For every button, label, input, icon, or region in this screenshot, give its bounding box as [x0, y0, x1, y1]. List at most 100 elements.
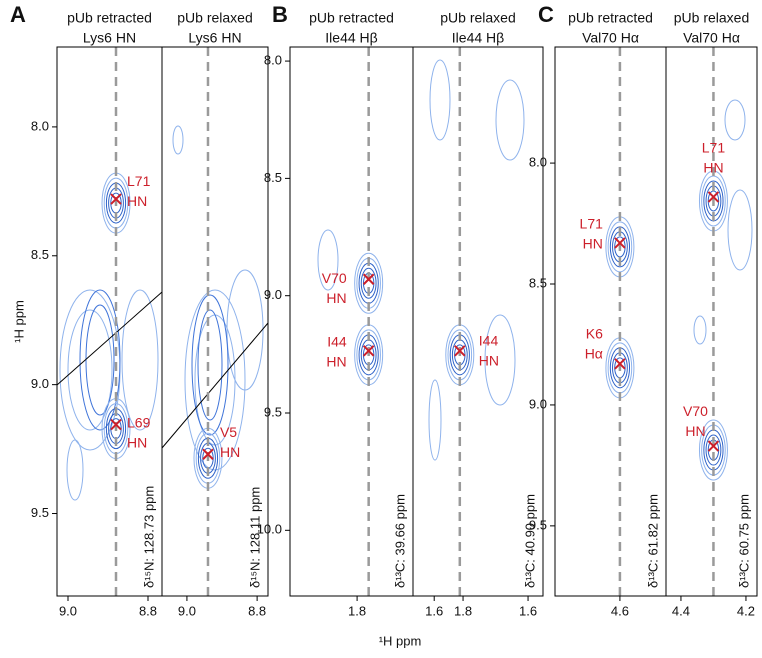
peak-cross: [614, 358, 626, 370]
x-tick-label: 1.8: [454, 603, 472, 618]
strip-annotation: δ¹⁵N: 128.73 ppm: [141, 486, 156, 588]
strip-title: pUb relaxed: [674, 10, 750, 26]
diagonal: [56, 291, 163, 386]
strip-title: Val70 Hα: [582, 30, 639, 46]
y-tick-label: 9.0: [529, 396, 547, 411]
contour: [358, 262, 379, 304]
x-tick-label: 4.6: [611, 603, 629, 618]
strip-title: pUb retracted: [309, 10, 394, 26]
y-tick-label: 8.0: [529, 155, 547, 170]
y-tick-label: 8.0: [31, 118, 49, 133]
peak-cross: [110, 418, 122, 431]
strip-title: Lys6 HN: [83, 30, 136, 46]
peak-label: L71: [580, 216, 604, 232]
peak-cross: [707, 440, 720, 452]
y-tick-label: 9.0: [31, 376, 49, 391]
contour: [703, 429, 724, 471]
peak-cross: [362, 345, 375, 357]
strip-title: Ile44 Hβ: [452, 30, 504, 46]
peak-label: I44: [479, 333, 499, 349]
strip-title: pUb relaxed: [177, 10, 253, 26]
strip-title: Lys6 HN: [188, 30, 241, 46]
cross-stroke: [614, 358, 626, 370]
x-tick-label: 9.0: [59, 603, 77, 618]
cross-stroke: [454, 345, 466, 357]
peak-cross: [707, 191, 720, 203]
x-tick-label: 1.6: [425, 603, 443, 618]
decorative-contours-dark: [79, 289, 229, 436]
y-tick-label: 9.5: [529, 517, 547, 532]
x-tick-label: 9.0: [178, 603, 196, 618]
x-tick-label: 8.8: [139, 603, 157, 618]
peak-cross: [454, 345, 466, 357]
peak-cross: [110, 193, 122, 205]
x-tick-label: 8.8: [248, 603, 266, 618]
contour: [354, 252, 384, 314]
panel-letter: C: [538, 2, 554, 27]
x-tick-label: 1.6: [519, 603, 537, 618]
y-tick-label: 9.5: [31, 505, 49, 520]
peak-cross: [362, 273, 375, 285]
peak-label: HN: [127, 193, 147, 209]
peak-label: HN: [127, 434, 147, 450]
peak-label: L69: [127, 414, 151, 430]
y-tick-label: 8.5: [31, 247, 49, 262]
peak-label: I44: [327, 334, 347, 350]
cross-stroke: [110, 193, 122, 205]
cross-stroke: [202, 448, 214, 460]
peak-label: K6: [586, 326, 603, 342]
cross-stroke: [707, 191, 720, 203]
contour: [607, 221, 633, 273]
strip-annotation: δ¹³C: 40.90 ppm: [522, 494, 537, 588]
panel-letter: A: [10, 2, 26, 27]
cross-stroke: [707, 440, 720, 452]
y-tick-label: 8.5: [529, 275, 547, 290]
x-tick-label: 4.4: [672, 603, 690, 618]
peak-label: L71: [127, 173, 151, 189]
peak-label: L71: [702, 140, 726, 156]
strip-annotation: δ¹⁵N: 128.11 ppm: [247, 487, 262, 588]
peak-label: HN: [583, 236, 603, 252]
peak-label: V70: [322, 270, 347, 286]
peak-label: Hα: [585, 346, 603, 362]
panel-letter: B: [272, 2, 288, 27]
peak-label: HN: [220, 444, 240, 460]
contour: [698, 419, 728, 481]
peak-cross: [614, 237, 626, 249]
y-tick-label: 9.5: [264, 404, 282, 419]
peak-label: V5: [220, 424, 237, 440]
strip-title: pUb retracted: [67, 10, 152, 26]
strip-annotation: δ¹³C: 61.82 ppm: [645, 494, 660, 588]
strip-frame: [161, 46, 269, 597]
cross-stroke: [110, 418, 122, 431]
y-axis-label: ¹H ppm: [11, 300, 26, 343]
peak-label: HN: [326, 354, 346, 370]
x-tick-label: 1.8: [348, 603, 366, 618]
strip-frame: [412, 46, 544, 597]
cross-stroke: [362, 273, 375, 285]
cross-stroke: [614, 237, 626, 249]
strip-title: Val70 Hα: [683, 30, 740, 46]
peak-label: HN: [479, 353, 499, 369]
peak-label: HN: [326, 290, 346, 306]
strip-title: pUb retracted: [568, 10, 653, 26]
decorative-contours: [59, 59, 753, 501]
strip-annotation: δ¹³C: 39.66 ppm: [392, 494, 407, 588]
strip-title: Ile44 Hβ: [325, 30, 377, 46]
y-tick-label: 10.0: [257, 522, 282, 537]
peak-label: HN: [703, 160, 723, 176]
peak-label: V70: [683, 403, 708, 419]
y-tick-label: 8.0: [264, 53, 282, 68]
strip-frame: [665, 46, 758, 597]
contour: [609, 226, 631, 268]
contour: [360, 267, 377, 299]
peak-cross: [202, 448, 214, 460]
y-tick-label: 8.5: [264, 170, 282, 185]
strip-annotation: δ¹³C: 60.75 ppm: [736, 494, 751, 588]
x-tick-label: 4.2: [737, 603, 755, 618]
peak-label: HN: [685, 423, 705, 439]
strip-title: pUb relaxed: [440, 10, 516, 26]
cross-stroke: [362, 345, 375, 357]
diagonal: [161, 322, 269, 449]
